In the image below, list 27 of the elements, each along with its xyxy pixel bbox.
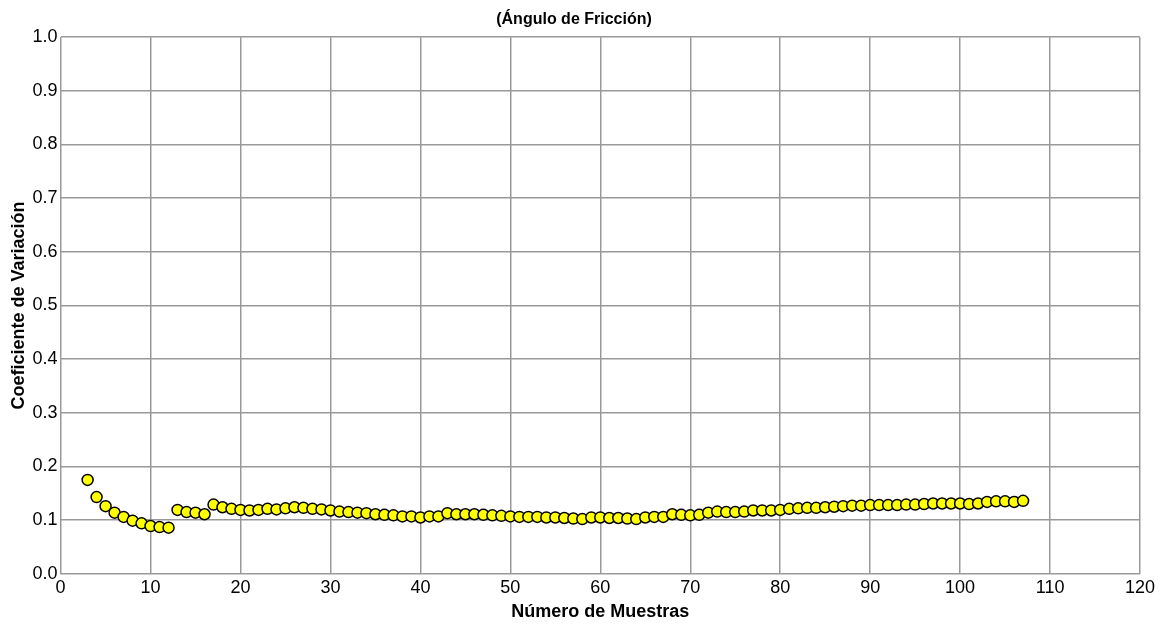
y-tick-label: 0.3: [32, 401, 58, 422]
x-tick-label: 30: [320, 576, 341, 597]
x-tick-label: 110: [1035, 576, 1065, 597]
x-tick-label: 60: [590, 576, 611, 597]
x-tick-label: 80: [770, 576, 791, 597]
y-axis-title: Coeficiente de Variación: [7, 201, 28, 410]
y-tick-label: 0.9: [32, 79, 58, 100]
x-tick-label: 50: [500, 576, 521, 597]
x-tick-label: 120: [1124, 576, 1156, 597]
x-tick-label: 100: [945, 576, 976, 597]
y-tick-label: 0.7: [32, 187, 58, 208]
y-tick-label: 0.1: [32, 509, 58, 530]
y-tick-label: 0.0: [32, 562, 58, 583]
x-tick-label: 70: [680, 576, 701, 597]
y-tick-label: 0.4: [32, 348, 58, 369]
x-tick-label: 20: [230, 576, 251, 597]
x-tick-label: 0: [55, 576, 66, 597]
x-axis-title: Número de Muestras: [511, 601, 690, 622]
y-tick-label: 0.2: [32, 455, 58, 476]
y-tick-label: 0.5: [32, 294, 58, 315]
x-tick-label: 10: [140, 576, 161, 597]
chart-title: (Ángulo de Fricción): [496, 9, 652, 28]
y-tick-label: 0.6: [32, 240, 58, 261]
y-tick-label: 1.0: [32, 26, 58, 47]
y-tick-label: 0.8: [32, 133, 58, 154]
x-tick-label: 90: [860, 576, 881, 597]
x-tick-label: 40: [410, 576, 431, 597]
